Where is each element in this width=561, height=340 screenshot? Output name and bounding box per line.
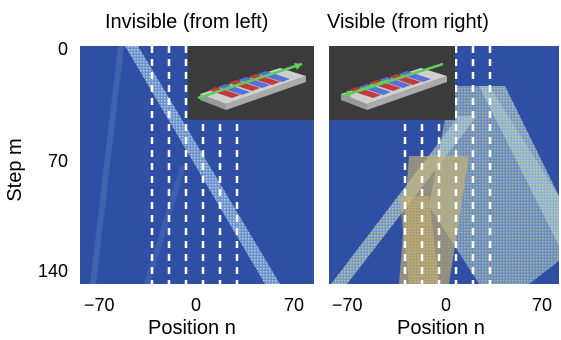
y-tick-0: 0 — [58, 39, 69, 59]
right-x-axis-label: Position n — [397, 317, 485, 339]
left-beam-faint — [90, 46, 124, 284]
y-axis-label: Step m — [4, 138, 26, 202]
right-panel-title: Visible (from right) — [327, 11, 489, 33]
left-panel-title: Invisible (from left) — [105, 11, 269, 33]
left-x-axis-label: Position n — [148, 317, 236, 339]
y-tick-140: 140 — [38, 261, 69, 281]
right-x-tick-70: 70 — [532, 295, 553, 315]
right-inset-illustration — [329, 46, 455, 120]
left-beam-faint-2 — [144, 166, 186, 284]
right-panel-plot — [329, 46, 559, 284]
left-panel-plot — [80, 46, 314, 284]
left-x-tick-0: 0 — [191, 295, 202, 315]
right-x-tick-neg70: −70 — [332, 295, 363, 315]
left-x-tick-neg70: −70 — [84, 295, 115, 315]
right-beam-inner — [399, 196, 439, 284]
left-x-tick-70: 70 — [284, 295, 305, 315]
right-x-tick-0: 0 — [441, 295, 452, 315]
y-tick-70: 70 — [48, 151, 69, 171]
left-inset-illustration — [188, 46, 314, 120]
